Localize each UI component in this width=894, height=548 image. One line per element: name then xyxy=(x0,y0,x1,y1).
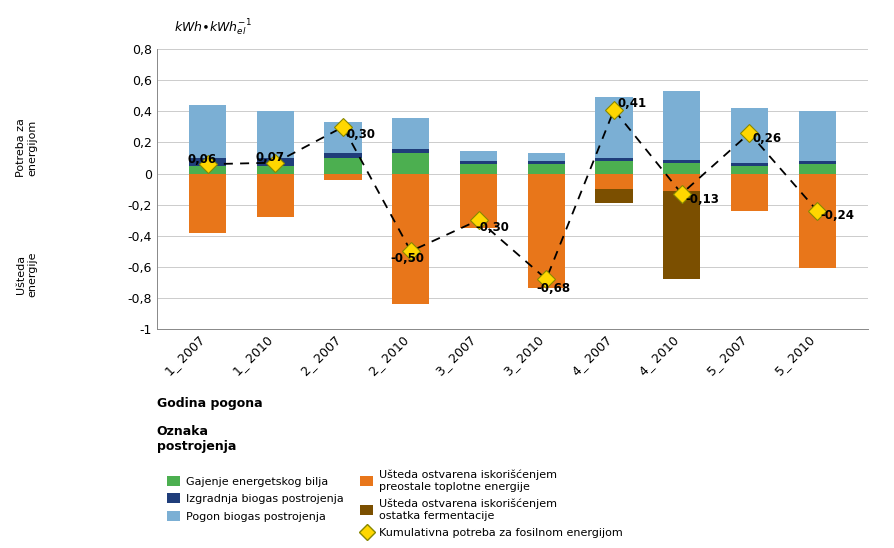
Text: Ušteda
energije: Ušteda energije xyxy=(16,251,38,297)
Bar xyxy=(257,174,293,217)
Bar xyxy=(189,158,226,165)
Bar xyxy=(662,91,700,159)
Bar xyxy=(527,152,564,161)
Bar xyxy=(527,161,564,164)
Bar xyxy=(460,174,496,228)
Bar xyxy=(595,161,632,174)
Bar xyxy=(730,163,767,165)
Bar xyxy=(324,153,361,158)
Bar xyxy=(662,159,700,163)
Bar xyxy=(527,164,564,174)
Bar xyxy=(730,109,767,163)
Text: -0,24: -0,24 xyxy=(820,209,854,221)
Bar xyxy=(392,149,429,153)
Bar xyxy=(392,174,429,304)
Bar xyxy=(595,189,632,203)
Text: -0,50: -0,50 xyxy=(390,252,424,265)
Bar xyxy=(460,151,496,161)
Text: 0,07: 0,07 xyxy=(255,151,283,164)
Text: -0,30: -0,30 xyxy=(475,221,509,234)
Bar xyxy=(527,174,564,288)
Bar xyxy=(595,158,632,161)
Bar xyxy=(797,111,835,161)
Text: 0,41: 0,41 xyxy=(617,97,645,110)
Bar xyxy=(392,118,429,149)
Bar xyxy=(662,174,700,191)
Text: Oznaka
postrojenja: Oznaka postrojenja xyxy=(156,425,236,453)
Bar xyxy=(730,174,767,211)
Bar xyxy=(797,174,835,268)
Bar xyxy=(595,174,632,189)
Bar xyxy=(662,163,700,174)
Text: 0,06: 0,06 xyxy=(187,153,216,165)
Bar xyxy=(797,161,835,164)
Bar xyxy=(189,105,226,158)
Legend: Gajenje energetskog bilja, Izgradnja biogas postrojenja, Pogon biogas postrojenj: Gajenje energetskog bilja, Izgradnja bio… xyxy=(162,465,627,543)
Bar xyxy=(257,165,293,174)
Bar xyxy=(189,174,226,232)
Bar xyxy=(189,165,226,174)
Text: -0,13: -0,13 xyxy=(684,193,718,206)
Bar xyxy=(460,161,496,164)
Bar xyxy=(257,111,293,158)
Text: 0,26: 0,26 xyxy=(752,133,781,145)
Bar xyxy=(460,164,496,174)
Text: $kWh{\bullet}kWh_{el}^{-1}$: $kWh{\bullet}kWh_{el}^{-1}$ xyxy=(173,18,251,38)
Text: 0,30: 0,30 xyxy=(346,128,375,141)
Bar xyxy=(730,165,767,174)
Bar xyxy=(392,153,429,174)
Bar xyxy=(324,158,361,174)
Bar xyxy=(257,158,293,165)
Bar xyxy=(662,191,700,279)
Bar xyxy=(797,164,835,174)
Bar xyxy=(324,122,361,153)
Bar xyxy=(595,98,632,158)
Text: -0,68: -0,68 xyxy=(536,282,569,294)
Text: Potreba za
energijom: Potreba za energijom xyxy=(16,118,38,178)
Text: Godina pogona: Godina pogona xyxy=(156,397,262,410)
Bar xyxy=(324,174,361,180)
